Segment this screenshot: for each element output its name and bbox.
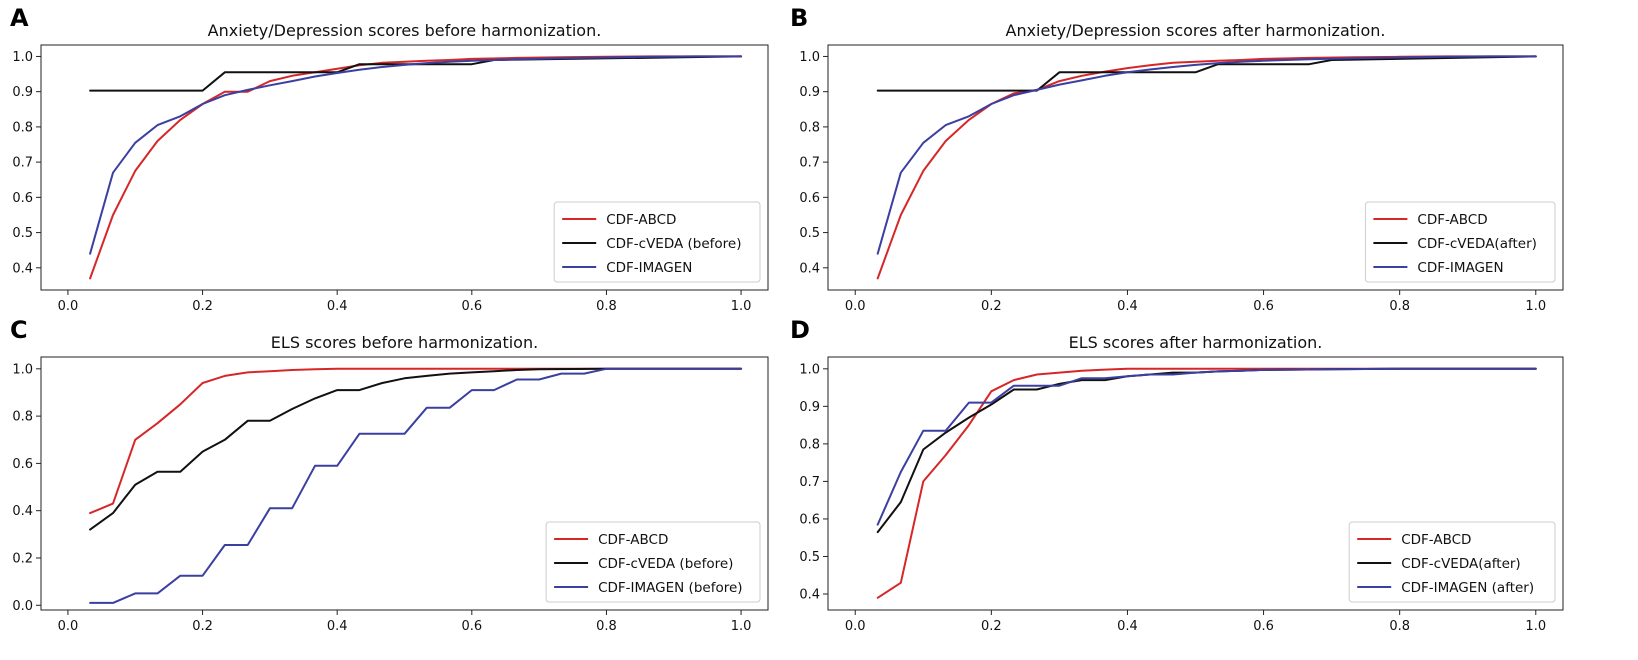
x-tick-label: 0.2 [981, 619, 1002, 634]
x-tick-label: 0.4 [1117, 299, 1138, 314]
legend: CDF-ABCD CDF-cVEDA(after) CDF-IMAGEN [1364, 201, 1556, 283]
y-tick-label: 0.4 [799, 588, 820, 603]
x-tick-label: 0.6 [1253, 299, 1274, 314]
legend-entry: CDF-cVEDA(after) [1417, 236, 1537, 252]
series-line-3 [89, 55, 743, 255]
legend-entry: CDF-ABCD [606, 212, 676, 228]
x-tick-label: 0.0 [58, 619, 79, 634]
y-tick-label: 1.0 [799, 362, 820, 377]
legend-box [553, 201, 761, 283]
y-tick-label: 0.6 [12, 457, 33, 472]
y-tick-label: 0.0 [12, 599, 33, 614]
legend-entry: CDF-IMAGEN (before) [598, 580, 742, 596]
legend-entry: CDF-cVEDA(after) [1401, 556, 1521, 572]
x-tick-label: 0.8 [596, 619, 617, 634]
y-tick-label: 0.7 [12, 156, 33, 171]
legend-box [1364, 201, 1556, 283]
x-tick-label: 1.0 [731, 299, 752, 314]
y-tick-label: 0.6 [799, 512, 820, 527]
x-tick-label: 0.6 [461, 619, 482, 634]
chart-panel-d: D ELS scores after harmonization. 0.0 0.2 0.… [790, 316, 1564, 634]
x-tick-label: 0.2 [192, 619, 213, 634]
x-tick-label: 1.0 [1525, 299, 1546, 314]
chart-title: ELS scores after harmonization. [1069, 333, 1323, 352]
y-tick-label: 1.0 [12, 50, 33, 65]
y-tick-label: 0.4 [12, 261, 33, 276]
y-tick-label: 0.7 [799, 475, 820, 490]
y-tick-label: 1.0 [799, 50, 820, 65]
series-line-3 [876, 55, 1537, 255]
legend-entry: CDF-IMAGEN (after) [1401, 580, 1534, 596]
series-line-1 [89, 367, 743, 515]
y-tick-label: 0.7 [799, 156, 820, 171]
chart-panel-c: C ELS scores before harmonization. 0.0 0.2 0… [10, 316, 769, 634]
axes-frame [827, 44, 1564, 291]
y-tick-label: 0.2 [12, 551, 33, 566]
legend-entry: CDF-IMAGEN [1417, 260, 1503, 276]
y-tick-label: 0.8 [799, 437, 820, 452]
legend-entry: CDF-ABCD [598, 532, 668, 548]
legend: CDF-ABCD CDF-cVEDA (before) CDF-IMAGEN (be… [545, 521, 761, 603]
chart-title: Anxiety/Depression scores after harmoniz… [1006, 21, 1386, 40]
x-tick-label: 1.0 [1525, 619, 1546, 634]
x-tick-label: 0.6 [461, 299, 482, 314]
legend-box [545, 521, 761, 603]
y-tick-label: 0.8 [799, 120, 820, 135]
series-line-3 [89, 367, 743, 604]
chart-title: ELS scores before harmonization. [271, 333, 538, 352]
legend-entry: CDF-ABCD [1417, 212, 1487, 228]
y-tick-label: 0.8 [12, 410, 33, 425]
legend: CDF-ABCD CDF-cVEDA (before) CDF-IMAGEN [553, 201, 761, 283]
y-tick-label: 0.9 [12, 85, 33, 100]
x-tick-label: 0.8 [1389, 619, 1410, 634]
x-tick-label: 0.8 [596, 299, 617, 314]
y-tick-label: 0.5 [12, 226, 33, 241]
legend-entry: CDF-cVEDA (before) [598, 556, 733, 572]
y-tick-label: 0.6 [799, 191, 820, 206]
x-tick-label: 1.0 [731, 619, 752, 634]
legend-entry: CDF-IMAGEN [606, 260, 692, 276]
series-line-2 [876, 367, 1537, 534]
legend-entry: CDF-cVEDA (before) [606, 236, 741, 252]
series-line-2 [876, 55, 1537, 92]
axes-frame [827, 356, 1564, 611]
panel-label-c: C [10, 316, 28, 344]
legend: CDF-ABCD CDF-cVEDA(after) CDF-IMAGEN (afte… [1348, 521, 1556, 603]
y-tick-label: 1.0 [12, 362, 33, 377]
y-tick-label: 0.9 [799, 400, 820, 415]
chart-panel-b: B Anxiety/Depression scores after harmoni… [790, 4, 1564, 314]
x-tick-label: 0.0 [845, 299, 866, 314]
x-tick-label: 0.2 [981, 299, 1002, 314]
x-tick-label: 0.8 [1389, 299, 1410, 314]
chart-panel-a: A Anxiety/Depression scores before harmon… [10, 4, 769, 314]
y-tick-label: 0.9 [799, 85, 820, 100]
x-tick-label: 0.2 [192, 299, 213, 314]
series-line-2 [89, 367, 743, 531]
x-tick-label: 0.4 [1117, 619, 1138, 634]
y-tick-label: 0.5 [799, 550, 820, 565]
y-tick-label: 0.6 [12, 191, 33, 206]
legend-box [1348, 521, 1556, 603]
legend-entry: CDF-ABCD [1401, 532, 1471, 548]
y-tick-label: 0.8 [12, 120, 33, 135]
x-tick-label: 0.0 [58, 299, 79, 314]
axes-frame [40, 356, 769, 611]
x-tick-label: 0.4 [327, 619, 348, 634]
chart-title: Anxiety/Depression scores before harmoni… [208, 21, 602, 40]
panel-label-d: D [790, 316, 810, 344]
series-line-3 [876, 367, 1537, 526]
axes-frame [40, 44, 769, 291]
y-tick-label: 0.4 [12, 504, 33, 519]
panel-label-a: A [10, 4, 29, 32]
panel-label-b: B [790, 4, 808, 32]
x-tick-label: 0.0 [845, 619, 866, 634]
x-tick-label: 0.4 [327, 299, 348, 314]
x-tick-label: 0.6 [1253, 619, 1274, 634]
y-tick-label: 0.4 [799, 261, 820, 276]
y-tick-label: 0.5 [799, 226, 820, 241]
